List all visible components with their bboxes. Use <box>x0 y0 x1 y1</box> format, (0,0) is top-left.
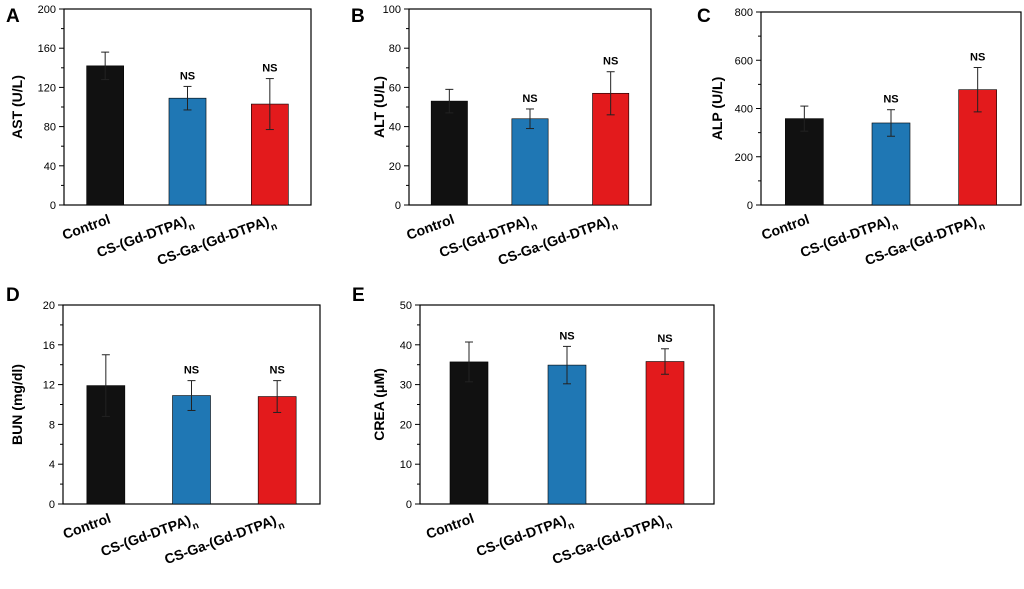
x-tick-subscript: n <box>277 520 287 532</box>
y-tick-label: 4 <box>49 459 55 471</box>
y-tick-label: 200 <box>735 152 753 164</box>
y-tick-label: 30 <box>400 380 412 392</box>
y-tick-label: 0 <box>747 200 753 212</box>
y-axis-title: AST (U/L) <box>9 75 25 139</box>
x-tick-label: Control <box>759 211 811 243</box>
y-tick-label: 40 <box>44 161 56 173</box>
bar <box>172 395 211 505</box>
y-axis-title: CREA (μM) <box>371 368 387 441</box>
significance-label: NS <box>559 330 574 342</box>
y-tick-label: 800 <box>735 7 753 19</box>
y-tick-label: 100 <box>383 4 401 16</box>
panel-letter: D <box>6 285 20 306</box>
x-tick-subscript: n <box>191 520 201 532</box>
bar <box>86 65 124 206</box>
bar <box>168 97 207 206</box>
y-tick-label: 600 <box>735 55 753 67</box>
panel-letter: A <box>6 6 20 27</box>
bar <box>257 396 297 505</box>
significance-label: NS <box>262 63 277 75</box>
bar <box>547 364 587 505</box>
x-tick-subscript: n <box>187 221 197 233</box>
x-tick-subscript: n <box>664 520 674 532</box>
y-tick-label: 20 <box>400 419 412 431</box>
y-tick-label: 12 <box>43 380 55 392</box>
y-tick-label: 160 <box>38 43 56 55</box>
panel-letter: C <box>697 6 711 27</box>
y-tick-label: 16 <box>43 340 55 352</box>
x-tick-subscript: n <box>529 221 539 233</box>
y-tick-label: 0 <box>406 499 412 511</box>
x-tick-label: Control <box>61 510 113 542</box>
y-tick-label: 40 <box>389 122 401 134</box>
y-tick-label: 200 <box>38 4 56 16</box>
panel-letter: E <box>352 285 365 306</box>
y-axis-title: ALP (U/L) <box>709 77 725 141</box>
y-tick-label: 20 <box>389 161 401 173</box>
y-tick-label: 8 <box>49 419 55 431</box>
y-tick-label: 400 <box>735 104 753 116</box>
y-tick-label: 80 <box>389 43 401 55</box>
significance-label: NS <box>184 365 199 377</box>
x-tick-subscript: n <box>977 221 987 233</box>
y-tick-label: 50 <box>400 300 412 312</box>
x-tick-label: CS-Ga-(Gd-DTPA)n <box>550 510 674 573</box>
significance-label: NS <box>657 333 672 345</box>
significance-label: NS <box>270 365 285 377</box>
x-tick-subscript: n <box>566 520 576 532</box>
bar <box>645 361 685 505</box>
significance-label: NS <box>970 51 985 63</box>
y-tick-label: 20 <box>43 300 55 312</box>
bar <box>430 100 468 206</box>
significance-label: NS <box>883 94 898 106</box>
bar <box>785 118 824 206</box>
y-tick-label: 0 <box>395 200 401 212</box>
panel-letter: B <box>351 6 365 27</box>
x-tick-label: Control <box>404 211 456 243</box>
x-tick-label: Control <box>60 211 112 243</box>
y-tick-label: 40 <box>400 340 412 352</box>
bar <box>449 361 489 505</box>
y-tick-label: 0 <box>49 499 55 511</box>
x-tick-subscript: n <box>610 221 620 233</box>
y-axis-title: BUN (mg/dl) <box>9 364 25 445</box>
x-tick-subscript: n <box>269 221 279 233</box>
y-tick-label: 10 <box>400 459 412 471</box>
y-tick-label: 80 <box>44 122 56 134</box>
bar <box>511 118 549 206</box>
x-tick-label: Control <box>424 510 476 542</box>
x-tick-subscript: n <box>890 221 900 233</box>
significance-label: NS <box>180 70 195 82</box>
significance-label: NS <box>603 56 618 68</box>
y-tick-label: 120 <box>38 82 56 94</box>
significance-label: NS <box>522 93 537 105</box>
y-tick-label: 0 <box>50 200 56 212</box>
y-tick-label: 60 <box>389 82 401 94</box>
y-axis-title: ALT (U/L) <box>371 76 387 138</box>
